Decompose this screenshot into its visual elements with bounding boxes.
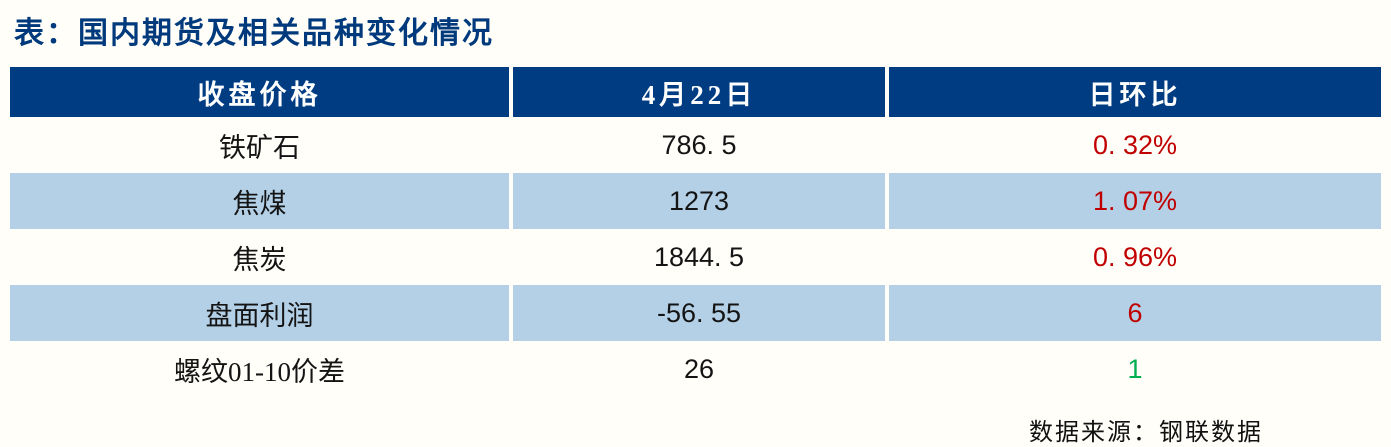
column-header-date-apr22: 4月22日 xyxy=(513,67,885,117)
table-header-row: 收盘价格 4月22日 日环比 xyxy=(10,67,1381,117)
cell-value-rebar-01-10-spread: 26 xyxy=(683,353,715,384)
page-title: 表：国内期货及相关品种变化情况 xyxy=(14,17,494,50)
row-label-coke: 焦炭 xyxy=(232,244,287,275)
cell-value-coke: 1844. 5 xyxy=(653,241,745,272)
table-row-rebar-01-10-spread: 螺纹01-10价差 26 1 xyxy=(10,341,1381,397)
cell-change-coking-coal: 1. 07% xyxy=(889,173,1381,229)
futures-change-table: 收盘价格 4月22日 日环比 铁矿石 786. 5 0. 32% 焦煤 1273… xyxy=(10,67,1381,397)
table-row-iron-ore: 铁矿石 786. 5 0. 32% xyxy=(10,117,1381,173)
table-row-coke: 焦炭 1844. 5 0. 96% xyxy=(10,229,1381,285)
row-label-coking-coal: 焦煤 xyxy=(10,173,509,229)
row-label-iron-ore: 铁矿石 xyxy=(219,132,300,163)
table-row-disk-profit: 盘面利润 -56. 55 6 xyxy=(10,285,1381,341)
row-label-disk-profit: 盘面利润 xyxy=(10,285,509,341)
data-source-note: 数据来源：钢联数据 xyxy=(1029,420,1263,446)
cell-value-coking-coal: 1273 xyxy=(513,173,885,229)
cell-change-disk-profit: 6 xyxy=(889,285,1381,341)
cell-value-iron-ore: 786. 5 xyxy=(661,129,737,160)
cell-change-coke: 0. 96% xyxy=(1092,241,1178,272)
row-label-rebar-01-10-spread: 螺纹01-10价差 xyxy=(174,356,345,387)
cell-change-iron-ore: 0. 32% xyxy=(1092,129,1178,160)
cell-value-disk-profit: -56. 55 xyxy=(513,285,885,341)
cell-change-rebar-01-10-spread: 1 xyxy=(1127,353,1143,384)
table-row-coking-coal: 焦煤 1273 1. 07% xyxy=(10,173,1381,229)
column-header-day-over-day: 日环比 xyxy=(889,67,1381,117)
column-header-closing-price: 收盘价格 xyxy=(10,67,509,117)
